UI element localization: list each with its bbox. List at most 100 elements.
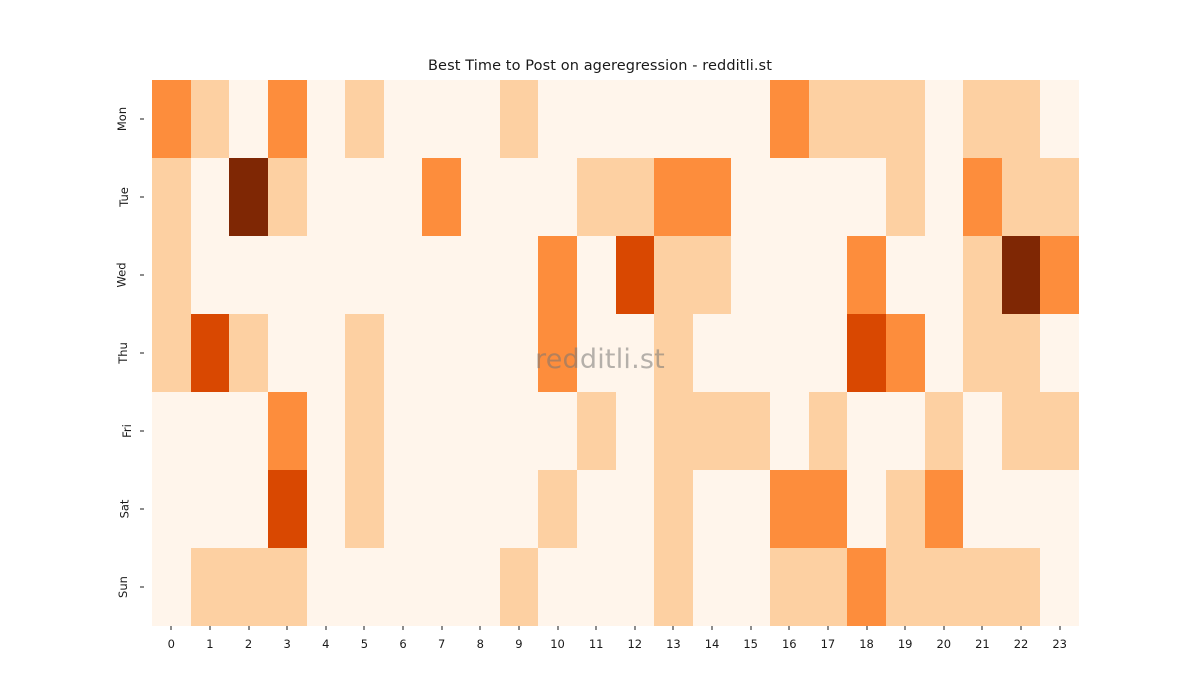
y-tick-mark [140, 352, 144, 354]
heatmap-cell [229, 80, 268, 158]
y-tick-label-mon: Mon [110, 107, 134, 131]
y-tick-label-thu: Thu [112, 342, 134, 364]
heatmap-cell [422, 80, 461, 158]
heatmap-cell [345, 548, 384, 626]
y-tick-mark [140, 196, 144, 198]
heatmap-cell [731, 392, 770, 470]
heatmap-cell [152, 158, 191, 236]
y-tick-mark [140, 274, 144, 276]
heatmap-cell [770, 236, 809, 314]
x-tick-label-15: 15 [743, 637, 759, 651]
heatmap-cell [152, 236, 191, 314]
heatmap-cell [1040, 470, 1079, 548]
heatmap-cell [576, 314, 616, 392]
y-tick-mark [140, 430, 144, 432]
heatmap-cell [152, 314, 191, 392]
heatmap-cell [654, 548, 693, 626]
y-tick-mark [140, 508, 144, 510]
y-tick-label-tue: Tue [114, 187, 134, 207]
heatmap-grid [152, 80, 1079, 626]
heatmap-cell [731, 158, 770, 236]
x-tick-label-17: 17 [820, 637, 836, 651]
heatmap-cell [190, 314, 230, 392]
heatmap-cell [538, 80, 577, 158]
heatmap-cell [538, 236, 577, 314]
heatmap-cell [576, 236, 616, 314]
x-tick-mark [248, 626, 250, 630]
heatmap-cell [615, 158, 655, 236]
heatmap-cell [461, 392, 500, 470]
heatmap-cell [654, 158, 693, 236]
y-tick-label-fri: Fri [120, 424, 134, 438]
heatmap-cell [499, 80, 539, 158]
heatmap-cell [847, 158, 886, 236]
x-tick-mark [788, 626, 790, 630]
x-tick-mark [209, 626, 211, 630]
heatmap-cell [770, 158, 809, 236]
x-tick-mark [750, 626, 752, 630]
heatmap-cell [1040, 158, 1079, 236]
x-tick-mark [1059, 626, 1061, 630]
heatmap-cell [306, 392, 346, 470]
heatmap-cell [692, 158, 732, 236]
heatmap-cell [229, 548, 268, 626]
heatmap-cell [963, 314, 1002, 392]
heatmap-cell [538, 314, 577, 392]
heatmap-cell [461, 314, 500, 392]
heatmap-cell [654, 236, 693, 314]
x-tick-mark [325, 626, 327, 630]
heatmap-cell [383, 80, 423, 158]
heatmap-cell [615, 80, 655, 158]
heatmap-cell [383, 548, 423, 626]
x-tick-mark [904, 626, 906, 630]
heatmap-cell [538, 470, 577, 548]
chart-title: Best Time to Post on ageregression - red… [428, 58, 772, 74]
heatmap-cell [808, 236, 848, 314]
x-tick-mark [479, 626, 481, 630]
heatmap-cell [190, 80, 230, 158]
heatmap-cell [306, 548, 346, 626]
heatmap-cell [808, 314, 848, 392]
x-tick-mark [634, 626, 636, 630]
heatmap-cell [615, 392, 655, 470]
heatmap-cell [885, 236, 925, 314]
heatmap-cell [422, 158, 461, 236]
y-tick-label-text: Sat [117, 499, 132, 519]
heatmap-cell [692, 548, 732, 626]
x-tick-mark [557, 626, 559, 630]
heatmap-cell [1040, 236, 1079, 314]
heatmap-cell [229, 470, 268, 548]
x-tick-label-12: 12 [627, 637, 643, 651]
heatmap-cell [576, 470, 616, 548]
heatmap-cell [461, 158, 500, 236]
x-tick-label-13: 13 [666, 637, 681, 651]
heatmap-plot-area [152, 80, 1079, 626]
heatmap-cell [306, 470, 346, 548]
heatmap-cell [654, 470, 693, 548]
heatmap-cell [847, 314, 886, 392]
heatmap-cell [383, 158, 423, 236]
heatmap-cell [422, 470, 461, 548]
y-tick-label-text: Tue [117, 187, 132, 207]
heatmap-cell [847, 236, 886, 314]
heatmap-cell [345, 236, 384, 314]
heatmap-cell [808, 80, 848, 158]
heatmap-cell [963, 548, 1002, 626]
heatmap-cell [692, 314, 732, 392]
heatmap-cell [1001, 548, 1041, 626]
y-tick-label-text: Fri [120, 424, 135, 438]
x-tick-label-0: 0 [167, 637, 175, 651]
heatmap-cell [963, 158, 1002, 236]
x-tick-mark [711, 626, 713, 630]
heatmap-cell [267, 314, 307, 392]
heatmap-cell [267, 548, 307, 626]
x-tick-mark [866, 626, 868, 630]
heatmap-cell [808, 548, 848, 626]
heatmap-cell [499, 392, 539, 470]
heatmap-cell [576, 80, 616, 158]
heatmap-cell [770, 314, 809, 392]
x-tick-label-11: 11 [588, 637, 604, 651]
x-tick-label-19: 19 [897, 637, 913, 651]
heatmap-cell [461, 80, 500, 158]
heatmap-cell [692, 470, 732, 548]
